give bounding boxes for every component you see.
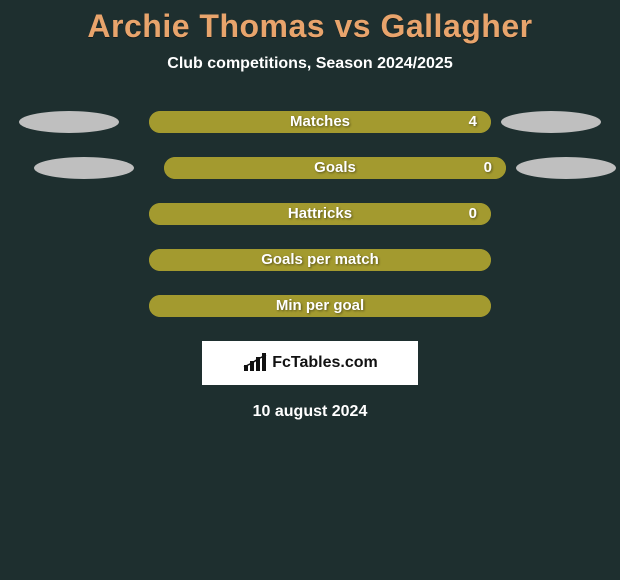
branding-badge: FcTables.com	[202, 341, 418, 385]
subtitle: Club competitions, Season 2024/2025	[0, 55, 620, 73]
stat-label: Min per goal	[149, 295, 491, 317]
stat-bar: Goals per match	[149, 249, 491, 271]
stat-value: 0	[469, 203, 477, 225]
page-title: Archie Thomas vs Gallagher	[0, 8, 620, 45]
right-blob	[516, 157, 616, 179]
stat-bar: Min per goal	[149, 295, 491, 317]
stat-row: Goals per match	[0, 249, 620, 271]
stat-label: Hattricks	[149, 203, 491, 225]
stat-bar: Hattricks0	[149, 203, 491, 225]
stat-bar: Goals0	[164, 157, 506, 179]
left-spacer	[19, 249, 119, 271]
right-blob	[501, 111, 601, 133]
stat-label: Matches	[149, 111, 491, 133]
left-spacer	[19, 295, 119, 317]
right-spacer	[501, 203, 601, 225]
comparison-infographic: Archie Thomas vs Gallagher Club competit…	[0, 0, 620, 421]
branding-text: FcTables.com	[272, 354, 378, 372]
date-label: 10 august 2024	[0, 403, 620, 421]
left-blob	[34, 157, 134, 179]
left-spacer	[19, 203, 119, 225]
right-spacer	[501, 249, 601, 271]
stat-row: Goals0	[0, 157, 620, 179]
stat-value: 4	[469, 111, 477, 133]
right-spacer	[501, 295, 601, 317]
stat-bar: Matches4	[149, 111, 491, 133]
bar-chart-icon	[242, 353, 268, 373]
stat-row: Matches4	[0, 111, 620, 133]
stat-label: Goals per match	[149, 249, 491, 271]
stat-bars: Matches4Goals0Hattricks0Goals per matchM…	[0, 111, 620, 317]
stat-label: Goals	[164, 157, 506, 179]
left-blob	[19, 111, 119, 133]
stat-value: 0	[484, 157, 492, 179]
stat-row: Min per goal	[0, 295, 620, 317]
stat-row: Hattricks0	[0, 203, 620, 225]
